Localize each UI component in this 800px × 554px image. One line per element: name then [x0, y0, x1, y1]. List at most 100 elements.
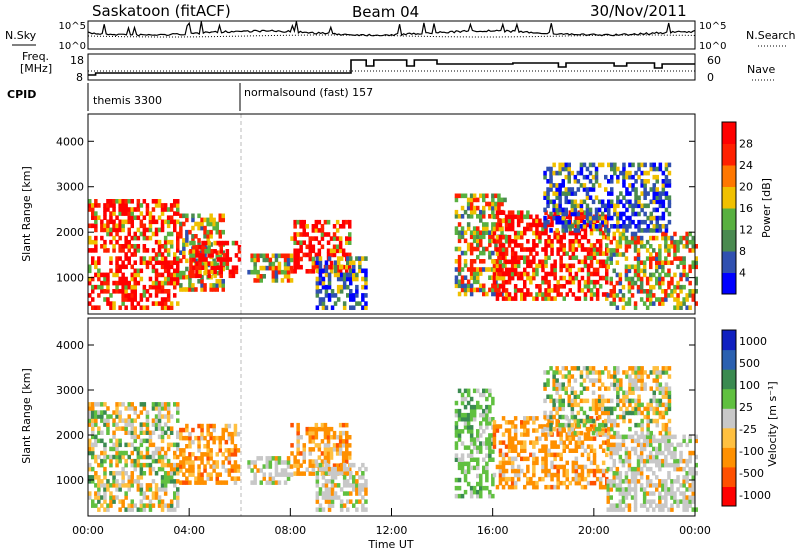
- power-cell: [469, 275, 474, 280]
- velocity-cell: [485, 473, 489, 479]
- power-cell: [510, 218, 515, 224]
- velocity-cell: [221, 435, 225, 441]
- velocity-cell: [130, 503, 134, 508]
- power-cell: [197, 225, 201, 231]
- velocity-cell: [637, 394, 641, 399]
- power-cell: [469, 242, 474, 248]
- velocity-cell: [624, 446, 629, 452]
- power-y-axis-label: Slant Range [km]: [20, 166, 33, 262]
- velocity-cell: [570, 374, 575, 379]
- power-cell: [559, 210, 563, 215]
- power-cell: [218, 279, 222, 284]
- velocity-cell: [142, 438, 147, 444]
- power-cell: [541, 247, 545, 252]
- power-cell: [655, 187, 659, 192]
- velocity-colorbar-bin: [722, 466, 736, 487]
- velocity-cell: [592, 452, 597, 458]
- velocity-cell: [639, 475, 644, 480]
- velocity-cell: [691, 507, 695, 512]
- power-cell: [612, 268, 616, 274]
- velocity-cell: [582, 398, 587, 404]
- power-cell: [308, 252, 312, 258]
- velocity-cell: [320, 439, 325, 444]
- power-cell: [565, 263, 569, 269]
- velocity-cell: [479, 441, 483, 446]
- power-cell: [361, 305, 365, 310]
- velocity-cell: [685, 471, 689, 476]
- velocity-cell: [661, 462, 665, 468]
- power-cell: [136, 244, 141, 249]
- velocity-cell: [652, 418, 656, 424]
- velocity-cell: [624, 495, 629, 500]
- velocity-cell: [454, 412, 459, 418]
- power-cell: [642, 268, 647, 274]
- velocity-cell: [115, 458, 119, 464]
- velocity-cell: [571, 464, 576, 470]
- velocity-cell: [504, 428, 509, 433]
- velocity-cell: [600, 382, 605, 387]
- power-cell: [221, 250, 225, 255]
- velocity-cell: [504, 444, 509, 449]
- power-cell: [661, 235, 665, 241]
- power-cell: [209, 229, 213, 235]
- power-cell: [139, 203, 144, 208]
- power-cell: [173, 252, 177, 257]
- power-cell: [142, 231, 147, 237]
- velocity-cell: [568, 436, 572, 441]
- power-cell: [664, 244, 668, 249]
- velocity-cell: [673, 434, 677, 440]
- velocity-cell: [649, 370, 653, 375]
- power-cell: [616, 203, 620, 209]
- power-cell: [532, 267, 536, 273]
- velocity-cell: [661, 483, 665, 488]
- power-cell: [561, 166, 565, 172]
- power-cell: [163, 264, 168, 270]
- power-cell: [688, 248, 692, 253]
- power-cell: [618, 280, 623, 286]
- power-cell: [145, 203, 150, 208]
- power-cell: [339, 264, 344, 270]
- power-cell: [526, 226, 530, 232]
- velocity-cell: [230, 464, 235, 469]
- velocity-cell: [619, 414, 623, 420]
- velocity-cell: [457, 493, 462, 499]
- velocity-cell: [529, 416, 533, 421]
- velocity-cell: [358, 483, 362, 488]
- power-cell: [583, 210, 588, 215]
- velocity-cell: [329, 451, 334, 456]
- power-cell: [664, 174, 669, 180]
- velocity-cell: [598, 468, 603, 474]
- power-cell: [550, 239, 554, 244]
- power-cell: [163, 219, 168, 225]
- power-cell: [661, 224, 666, 229]
- velocity-cell: [691, 495, 695, 500]
- velocity-cell: [230, 476, 235, 481]
- velocity-cell: [628, 402, 632, 408]
- power-cell: [559, 255, 563, 260]
- velocity-cell: [182, 464, 186, 469]
- power-cell: [466, 197, 471, 203]
- power-cell: [667, 219, 672, 225]
- power-cell: [643, 195, 647, 200]
- velocity-cell: [507, 420, 512, 425]
- power-cell: [601, 259, 606, 265]
- power-cell: [163, 276, 168, 282]
- velocity-cell: [652, 499, 656, 504]
- velocity-cell: [191, 464, 195, 469]
- velocity-cell: [233, 476, 238, 481]
- power-cell: [615, 252, 620, 257]
- power-cell: [520, 247, 524, 252]
- power-cell: [318, 280, 323, 286]
- velocity-cell: [679, 458, 683, 464]
- power-cell: [139, 223, 144, 229]
- power-cell: [221, 283, 225, 288]
- power-cell: [311, 256, 316, 262]
- power-cell: [642, 260, 647, 265]
- velocity-cell: [631, 390, 635, 395]
- power-cell: [173, 276, 177, 282]
- velocity-cell: [607, 414, 611, 420]
- power-cell: [215, 250, 219, 255]
- velocity-cell: [454, 493, 459, 499]
- velocity-cell: [289, 472, 294, 477]
- velocity-cell: [115, 438, 119, 444]
